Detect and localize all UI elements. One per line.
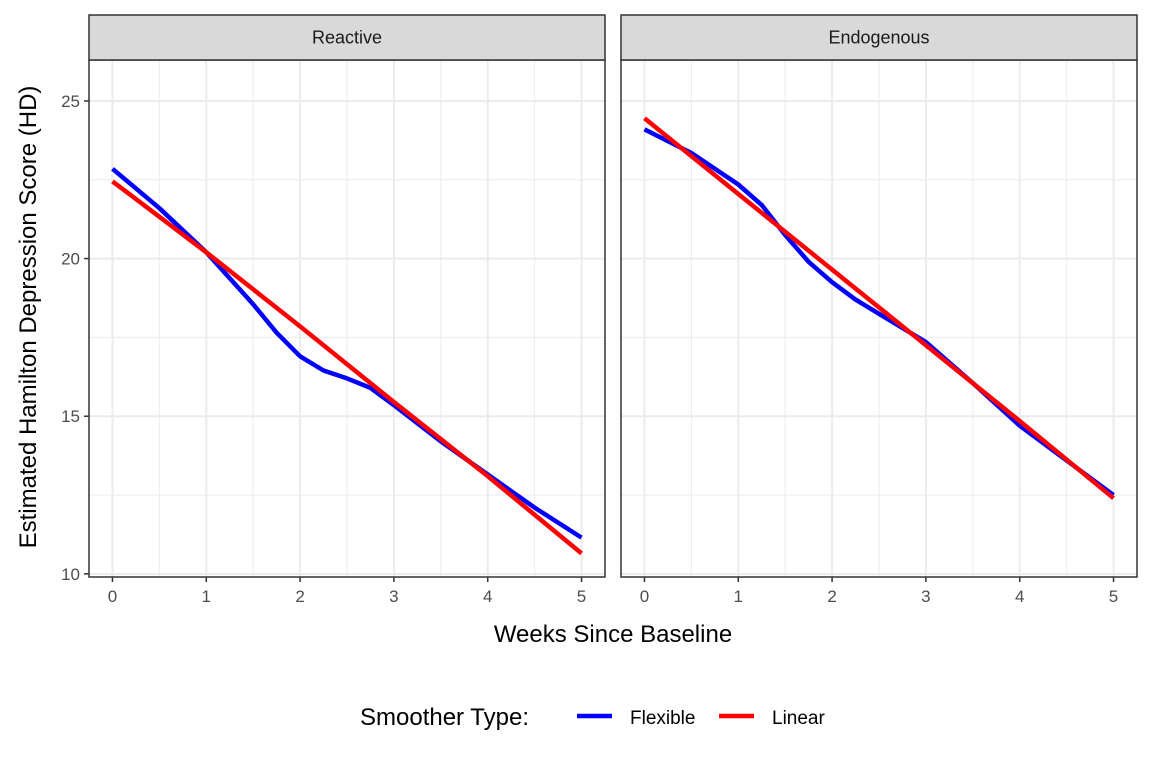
legend-label-linear: Linear [772, 708, 825, 729]
y-tick-label: 20 [61, 250, 80, 269]
y-tick-label: 10 [61, 565, 80, 584]
strip-background [620, 14, 1138, 61]
series-line-flexible [643, 127, 1115, 497]
legend-title: Smoother Type: [360, 704, 529, 731]
panel-endogenous: Endogenous [620, 14, 1138, 578]
series-line-linear [111, 179, 583, 556]
x-tick-label: 5 [1109, 587, 1118, 606]
legend: Smoother Type: Flexible Linear [360, 704, 825, 731]
x-tick-label: 4 [483, 587, 492, 606]
series-line-linear [643, 116, 1115, 500]
y-axis-title: Estimated Hamilton Depression Score (HD) [15, 86, 42, 549]
x-tick-label: 1 [734, 587, 743, 606]
x-axis-title: Weeks Since Baseline [494, 621, 732, 648]
x-tick-label: 0 [108, 587, 117, 606]
x-tick-label: 4 [1015, 587, 1024, 606]
x-axes: 0 1 2 3 4 5 0 1 2 3 4 5 [108, 577, 1118, 606]
legend-label-flexible: Flexible [630, 708, 695, 729]
x-tick-label: 2 [827, 587, 836, 606]
y-tick-label: 15 [61, 407, 80, 426]
x-tick-label: 3 [389, 587, 398, 606]
strip-label: Endogenous [828, 28, 929, 48]
strip-background [88, 14, 606, 61]
x-tick-label: 2 [295, 587, 304, 606]
panel-reactive: Reactive [88, 14, 606, 578]
strip-label: Reactive [312, 28, 382, 48]
y-tick-label: 25 [61, 92, 80, 111]
x-tick-label: 0 [640, 587, 649, 606]
facet-panels: Reactive Endogenous [88, 14, 1138, 578]
y-axis: 10 15 20 25 [61, 92, 89, 584]
x-tick-label: 5 [577, 587, 586, 606]
x-tick-label: 3 [921, 587, 930, 606]
x-tick-label: 1 [202, 587, 211, 606]
